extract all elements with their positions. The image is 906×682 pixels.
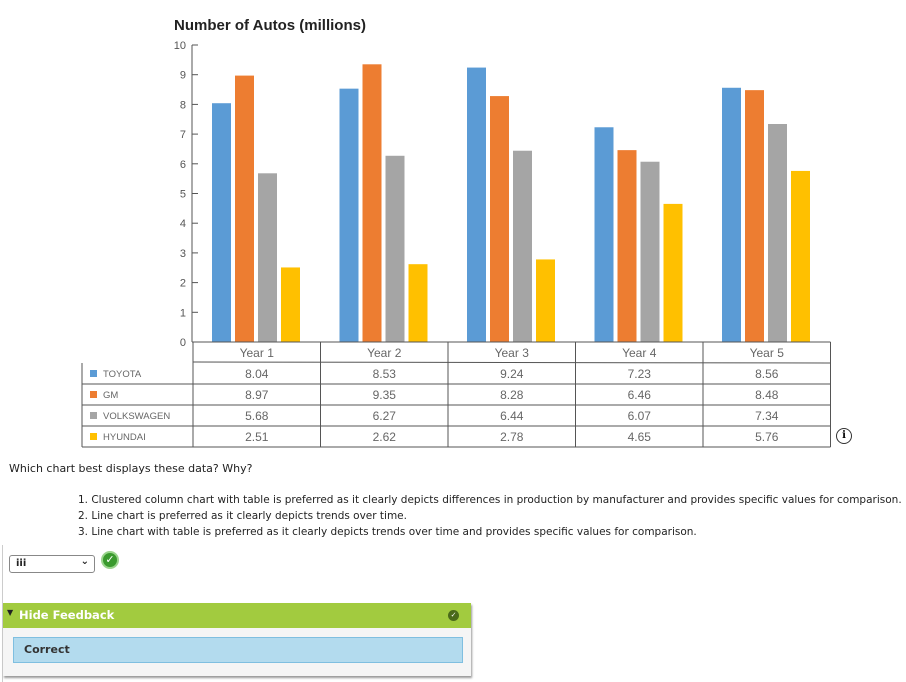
bar-hyundai-1 [281,267,300,342]
triangle-down-icon: ▼ [7,608,14,617]
y-tick-label: 3 [180,248,186,260]
bar-volkswagen-2 [385,155,405,342]
bar-toyota-5 [722,87,741,342]
legend-swatch-hyundai [90,433,97,440]
y-tick-label: 10 [174,40,186,52]
table-cell: 8.53 [373,367,397,381]
legend-label-hyundai: HYUNDAI [103,432,146,443]
bar-hyundai-2 [408,264,428,342]
chart-title: Number of Autos (millions) [174,17,366,34]
table-cell: 8.04 [245,367,269,381]
answer-options: 1. Clustered column chart with table is … [78,492,902,540]
table-cell: 5.76 [755,430,779,444]
answer-select[interactable]: iii ⌄ [9,555,95,573]
bar-toyota-4 [594,127,614,342]
bar-hyundai-3 [536,259,555,342]
y-tick-label: 6 [180,159,186,171]
table-cell: 8.97 [245,388,269,402]
clustered-column-chart: Number of Autos (millions) 0 1 2 3 4 5 6 7 8 9 10 Ye… [81,17,831,448]
divider [2,545,3,682]
y-tick-label: 9 [180,70,186,82]
table-cell: 8.48 [755,388,779,402]
table-header-year-4: Year 4 [622,346,657,360]
table-cell: 6.44 [500,409,524,423]
table-cell: 9.35 [373,388,397,402]
option-3: 3. Line chart with table is preferred as… [78,526,697,538]
table-cell: 8.28 [500,388,524,402]
hide-feedback-toggle[interactable]: ▼ Hide Feedback ✓ [3,603,471,628]
legend-swatch-toyota [90,370,97,377]
option-1: 1. Clustered column chart with table is … [78,494,902,506]
feedback-message: Correct [13,637,463,663]
table-cell: 2.51 [245,430,269,444]
question-text: Which chart best displays these data? Wh… [9,462,253,475]
table-row-border [192,361,831,364]
y-tick-label: 2 [180,278,186,290]
bar-gm-4 [617,150,637,342]
y-tick-label: 8 [180,99,186,111]
y-tick-label: 4 [180,218,186,230]
feedback-panel: ▼ Hide Feedback ✓ Correct [3,603,471,676]
bar-gm-5 [745,90,764,342]
table-header-year-5: Year 5 [750,346,785,360]
bar-hyundai-5 [791,170,810,342]
info-icon[interactable]: i [836,428,852,444]
table-cell: 6.46 [628,388,652,402]
table-header-year-3: Year 3 [495,346,530,360]
option-2: 2. Line chart is preferred as it clearly… [78,510,407,522]
table-cell: 6.27 [373,409,397,423]
table-cell: 7.23 [628,367,652,381]
table-cell: 4.65 [628,430,652,444]
check-icon: ✓ [448,610,459,621]
legend-swatch-volkswagen [90,412,97,419]
y-tick-label: 7 [180,129,186,141]
bar-hyundai-4 [663,203,683,342]
table-cell: 9.24 [500,367,524,381]
y-tick-label: 1 [180,307,186,319]
table-header-year-2: Year 2 [367,346,402,360]
y-tick-label: 5 [180,189,186,201]
bar-volkswagen-4 [640,161,660,342]
legend-label-gm: GM [103,390,118,401]
chevron-down-icon: ⌄ [80,556,89,567]
table-cell: 5.68 [245,409,269,423]
legend-swatch-gm [90,391,97,398]
table-cell: 2.62 [373,430,397,444]
bar-volkswagen-1 [258,173,277,342]
bar-gm-3 [490,96,509,342]
bar-gm-2 [362,64,382,343]
legend-label-volkswagen: VOLKSWAGEN [103,411,170,422]
answer-select-value: iii [16,558,27,569]
correct-check-icon: ✓ [101,551,119,569]
bar-toyota-3 [467,67,486,343]
feedback-header: Hide Feedback [19,608,115,622]
legend-label-toyota: TOYOTA [103,369,142,380]
table-cell: 2.78 [500,430,524,444]
bar-gm-1 [235,75,254,342]
table-cell: 7.34 [755,409,779,423]
table-cell: 6.07 [628,409,652,423]
bar-toyota-2 [339,88,359,342]
table-cell: 8.56 [755,367,779,381]
y-tick-label: 0 [180,337,186,349]
bar-toyota-1 [212,103,231,342]
table-header-year-1: Year 1 [240,346,275,360]
bar-volkswagen-5 [768,124,787,342]
bar-volkswagen-3 [513,150,532,342]
